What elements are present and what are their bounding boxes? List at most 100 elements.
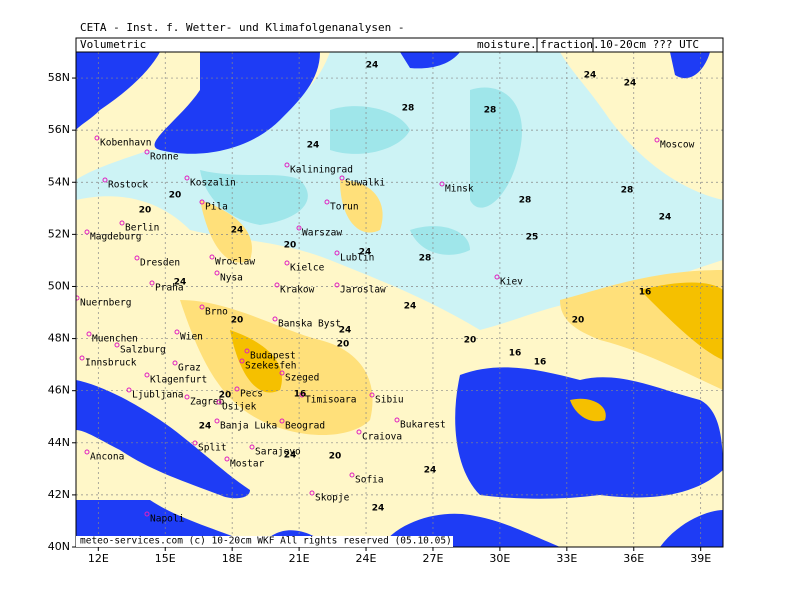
city-label: Sibiu: [375, 395, 404, 406]
city-label: Klagenfurt: [150, 375, 207, 386]
city-marker: [284, 162, 290, 168]
city-label: Ancona: [90, 452, 124, 463]
city-label: Kobenhavn: [100, 138, 151, 149]
city-label: Praha: [155, 283, 184, 294]
lat-tick-label: 56N: [48, 123, 70, 136]
lat-tick-label: 54N: [48, 175, 70, 188]
lat-tick-label: 46N: [48, 384, 70, 397]
lon-tick-label: 36E: [623, 552, 644, 565]
city-label: Nuernberg: [80, 298, 131, 309]
right-label: .10-20cm ??? UTC: [593, 38, 699, 51]
contour-label: 24: [624, 79, 637, 89]
city-marker: [224, 456, 230, 462]
lon-tick-label: 30E: [489, 552, 510, 565]
contour-label: 20: [464, 336, 477, 346]
contour-label: 24: [307, 141, 320, 151]
city-label: Lublin: [340, 253, 374, 264]
city-marker: [214, 418, 220, 424]
city-marker: [119, 220, 125, 226]
contour-label: 20: [284, 241, 297, 251]
contour-label: 24: [584, 71, 597, 81]
city-marker: [184, 394, 190, 400]
city-label: Timisoara: [305, 395, 356, 406]
right-label: moisture.: [477, 38, 537, 51]
city-marker: [216, 399, 222, 405]
contour-label: 24: [659, 213, 672, 223]
city-marker: [299, 392, 305, 398]
city-label: Jaroslaw: [340, 285, 386, 296]
contour-label: 24: [366, 61, 379, 71]
city-label: Skopje: [315, 493, 350, 504]
lat-tick-label: 48N: [48, 332, 70, 345]
city-label: Muenchen: [92, 334, 138, 345]
city-marker: [244, 348, 250, 354]
city-marker: [249, 444, 255, 450]
city-marker: [284, 260, 290, 266]
city-label: Pila: [205, 202, 228, 213]
city-label: Mostar: [230, 459, 265, 470]
city-marker: [356, 429, 362, 435]
city-marker: [94, 135, 100, 141]
contour-label: 28: [519, 196, 532, 206]
city-marker: [394, 417, 400, 423]
city-marker: [279, 370, 285, 376]
city-label: Napoli: [150, 514, 185, 525]
city-marker: [239, 358, 245, 364]
contour-label: 24: [404, 302, 417, 312]
city-label: Moscow: [660, 140, 695, 151]
city-label: Ronne: [150, 152, 179, 163]
city-marker: [234, 386, 240, 392]
city-marker: [439, 181, 445, 187]
city-label: Salzburg: [120, 345, 166, 356]
city-marker: [349, 472, 355, 478]
footer: meteo-services.com (c) 10-20cm WKF All r…: [80, 536, 452, 547]
city-marker: [339, 175, 345, 181]
city-label: Nysa: [220, 273, 243, 284]
city-marker: [84, 449, 90, 455]
city-label: Pecs: [240, 389, 263, 400]
contour-label: 28: [402, 104, 415, 114]
left-label: Volumetric: [80, 38, 146, 51]
city-label: Bukarest: [400, 420, 446, 431]
city-label: Minsk: [445, 184, 474, 195]
contour-label: 16: [294, 390, 307, 400]
city-label: Banja Luka: [220, 421, 277, 432]
contour-label: 24: [359, 248, 372, 258]
lon-tick-label: 15E: [155, 552, 176, 565]
contour-label: 20: [572, 316, 585, 326]
city-label: Osijek: [222, 402, 257, 413]
lat-tick-label: 42N: [48, 488, 70, 501]
contour-label: 28: [621, 186, 634, 196]
city-marker: [84, 229, 90, 235]
city-marker: [184, 175, 190, 181]
city-marker: [309, 490, 315, 496]
city-marker: [126, 387, 132, 393]
city-label: Sofia: [355, 475, 384, 486]
contour-label: 24: [372, 504, 385, 514]
contour-label: 28: [419, 254, 432, 264]
city-marker: [274, 282, 280, 288]
city-label: Kaliningrad: [290, 165, 353, 176]
city-marker: [199, 304, 205, 310]
city-label: Koszalin: [190, 178, 236, 189]
contour-label: 20: [139, 206, 152, 216]
lon-tick-label: 27E: [422, 552, 443, 565]
city-marker: [214, 270, 220, 276]
city-marker: [144, 372, 150, 378]
lon-tick-label: 33E: [556, 552, 577, 565]
city-label: Wien: [180, 332, 203, 343]
city-marker: [296, 225, 302, 231]
city-marker: [199, 199, 205, 205]
city-label: Graz: [178, 363, 201, 374]
city-label: Suwalki: [345, 178, 385, 189]
city-label: Wroclaw: [215, 257, 255, 268]
contour-label: 16: [534, 358, 547, 368]
city-label: Ljubljana: [132, 390, 183, 401]
city-marker: [209, 254, 215, 260]
city-marker: [144, 511, 150, 517]
footer-box: [76, 536, 453, 547]
city-marker: [76, 295, 80, 301]
lon-tick-label: 12E: [88, 552, 109, 565]
city-marker: [279, 418, 285, 424]
